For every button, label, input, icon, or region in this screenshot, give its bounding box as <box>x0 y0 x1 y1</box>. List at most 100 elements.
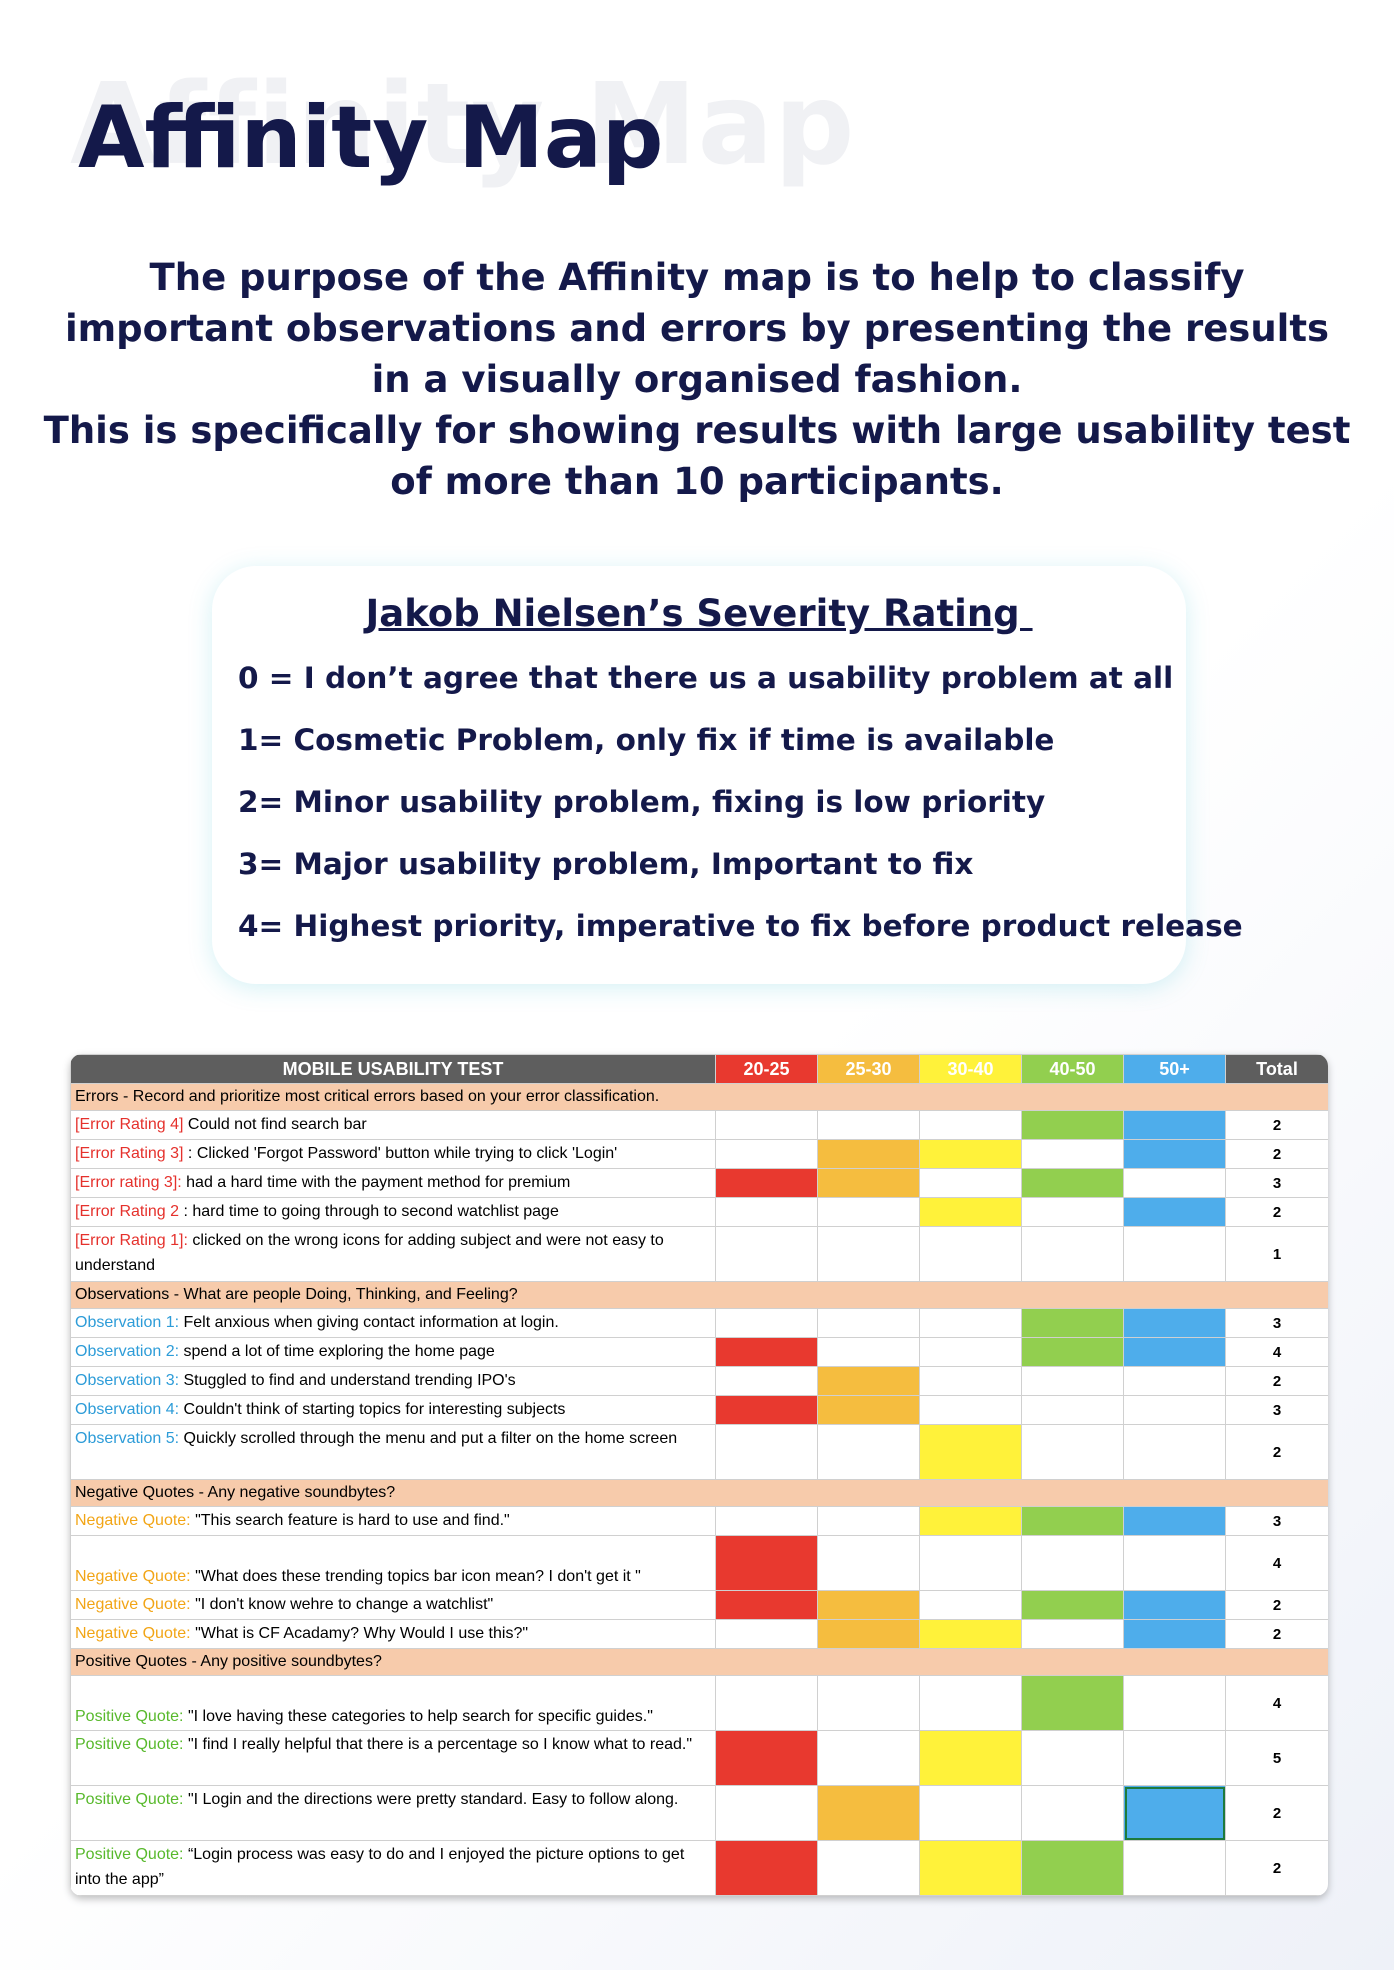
age-cell-25-30[interactable] <box>817 1506 920 1536</box>
row-total[interactable]: 2 <box>1225 1590 1328 1620</box>
age-cell-40-50[interactable] <box>1021 1337 1124 1367</box>
row-description[interactable]: Positive Quote: "I Login and the directi… <box>70 1785 716 1841</box>
section-header[interactable]: Observations - What are people Doing, Th… <box>70 1281 1328 1309</box>
age-cell-30-40[interactable] <box>919 1337 1022 1367</box>
row-description[interactable]: [Error Rating 3] : Clicked 'Forgot Passw… <box>70 1139 716 1169</box>
row-total[interactable]: 2 <box>1225 1139 1328 1169</box>
row-total[interactable]: 2 <box>1225 1424 1328 1480</box>
row-description[interactable]: Negative Quote: "What does these trendin… <box>70 1535 716 1591</box>
age-cell-25-30[interactable] <box>817 1337 920 1367</box>
age-cell-30-40[interactable] <box>919 1110 1022 1140</box>
age-cell-20-25[interactable] <box>715 1424 818 1480</box>
age-cell-20-25[interactable] <box>715 1590 818 1620</box>
row-total[interactable]: 2 <box>1225 1840 1328 1896</box>
age-cell-20-25[interactable] <box>715 1308 818 1338</box>
row-description[interactable]: Negative Quote: "This search feature is … <box>70 1506 716 1536</box>
age-cell-20-25[interactable] <box>715 1619 818 1649</box>
section-header[interactable]: Negative Quotes - Any negative soundbyte… <box>70 1479 1328 1507</box>
age-cell-25-30[interactable] <box>817 1619 920 1649</box>
age-cell-30-40[interactable] <box>919 1308 1022 1338</box>
age-cell-50-plus[interactable] <box>1123 1337 1226 1367</box>
age-cell-20-25[interactable] <box>715 1226 818 1282</box>
age-cell-40-50[interactable] <box>1021 1395 1124 1425</box>
age-cell-40-50[interactable] <box>1021 1535 1124 1591</box>
age-cell-20-25[interactable] <box>715 1366 818 1396</box>
age-cell-30-40[interactable] <box>919 1139 1022 1169</box>
age-cell-50-plus[interactable] <box>1123 1197 1226 1227</box>
age-cell-25-30[interactable] <box>817 1785 920 1841</box>
age-cell-25-30[interactable] <box>817 1226 920 1282</box>
row-total[interactable]: 2 <box>1225 1785 1328 1841</box>
age-cell-30-40[interactable] <box>919 1535 1022 1591</box>
age-column-20-25[interactable]: 20-25 <box>715 1054 818 1084</box>
age-cell-50-plus[interactable] <box>1123 1840 1226 1896</box>
row-description[interactable]: Positive Quote: “Login process was easy … <box>70 1840 716 1896</box>
row-total[interactable]: 4 <box>1225 1535 1328 1591</box>
age-cell-25-30[interactable] <box>817 1840 920 1896</box>
row-description[interactable]: Positive Quote: "I find I really helpful… <box>70 1730 716 1786</box>
age-cell-20-25[interactable] <box>715 1535 818 1591</box>
age-cell-40-50[interactable] <box>1021 1308 1124 1338</box>
row-description[interactable]: Negative Quote: "I don't know wehre to c… <box>70 1590 716 1620</box>
row-description[interactable]: [Error Rating 2 : hard time to going thr… <box>70 1197 716 1227</box>
age-cell-50-plus[interactable] <box>1123 1590 1226 1620</box>
age-cell-25-30[interactable] <box>817 1730 920 1786</box>
age-cell-30-40[interactable] <box>919 1226 1022 1282</box>
age-cell-50-plus[interactable] <box>1123 1424 1226 1480</box>
age-column-50-plus[interactable]: 50+ <box>1123 1054 1226 1084</box>
age-cell-50-plus[interactable] <box>1123 1535 1226 1591</box>
age-cell-20-25[interactable] <box>715 1168 818 1198</box>
age-cell-50-plus[interactable] <box>1123 1139 1226 1169</box>
age-cell-50-plus[interactable] <box>1123 1168 1226 1198</box>
age-cell-40-50[interactable] <box>1021 1619 1124 1649</box>
age-cell-20-25[interactable] <box>715 1730 818 1786</box>
row-total[interactable]: 4 <box>1225 1337 1328 1367</box>
row-total[interactable]: 3 <box>1225 1168 1328 1198</box>
age-cell-40-50[interactable] <box>1021 1168 1124 1198</box>
age-cell-30-40[interactable] <box>919 1840 1022 1896</box>
age-cell-20-25[interactable] <box>715 1110 818 1140</box>
age-cell-25-30[interactable] <box>817 1535 920 1591</box>
age-cell-30-40[interactable] <box>919 1168 1022 1198</box>
age-cell-20-25[interactable] <box>715 1197 818 1227</box>
age-cell-50-plus[interactable] <box>1123 1366 1226 1396</box>
age-cell-20-25[interactable] <box>715 1506 818 1536</box>
age-cell-40-50[interactable] <box>1021 1424 1124 1480</box>
age-cell-20-25[interactable] <box>715 1675 818 1731</box>
age-cell-40-50[interactable] <box>1021 1840 1124 1896</box>
age-cell-30-40[interactable] <box>919 1424 1022 1480</box>
age-cell-30-40[interactable] <box>919 1619 1022 1649</box>
age-cell-40-50[interactable] <box>1021 1590 1124 1620</box>
row-total[interactable]: 2 <box>1225 1197 1328 1227</box>
row-description[interactable]: Negative Quote: "What is CF Acadamy? Why… <box>70 1619 716 1649</box>
age-cell-20-25[interactable] <box>715 1139 818 1169</box>
age-cell-25-30[interactable] <box>817 1395 920 1425</box>
section-header[interactable]: Positive Quotes - Any positive soundbyte… <box>70 1648 1328 1676</box>
age-cell-30-40[interactable] <box>919 1366 1022 1396</box>
table-title[interactable]: MOBILE USABILITY TEST <box>70 1054 716 1084</box>
age-cell-50-plus[interactable] <box>1123 1730 1226 1786</box>
age-cell-40-50[interactable] <box>1021 1366 1124 1396</box>
age-cell-30-40[interactable] <box>919 1785 1022 1841</box>
age-column-30-40[interactable]: 30-40 <box>919 1054 1022 1084</box>
age-cell-50-plus[interactable] <box>1123 1226 1226 1282</box>
age-cell-40-50[interactable] <box>1021 1197 1124 1227</box>
age-cell-25-30[interactable] <box>817 1675 920 1731</box>
age-cell-20-25[interactable] <box>715 1395 818 1425</box>
age-cell-25-30[interactable] <box>817 1590 920 1620</box>
row-description[interactable]: [Error Rating 1]: clicked on the wrong i… <box>70 1226 716 1282</box>
age-cell-50-plus[interactable] <box>1123 1506 1226 1536</box>
age-cell-30-40[interactable] <box>919 1730 1022 1786</box>
row-description[interactable]: Observation 4: Couldn't think of startin… <box>70 1395 716 1425</box>
row-description[interactable]: [Error Rating 4] Could not find search b… <box>70 1110 716 1140</box>
age-cell-50-plus[interactable] <box>1123 1110 1226 1140</box>
row-total[interactable]: 5 <box>1225 1730 1328 1786</box>
row-total[interactable]: 3 <box>1225 1308 1328 1338</box>
row-description[interactable]: Positive Quote: "I love having these cat… <box>70 1675 716 1731</box>
row-total[interactable]: 3 <box>1225 1506 1328 1536</box>
age-cell-25-30[interactable] <box>817 1168 920 1198</box>
row-description[interactable]: Observation 5: Quickly scrolled through … <box>70 1424 716 1480</box>
age-cell-50-plus[interactable] <box>1123 1675 1226 1731</box>
row-total[interactable]: 2 <box>1225 1366 1328 1396</box>
row-total[interactable]: 2 <box>1225 1110 1328 1140</box>
